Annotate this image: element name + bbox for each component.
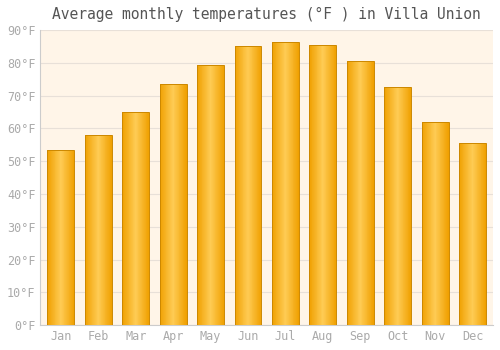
Bar (422, 122, 448, 325)
Title: Average monthly temperatures (°F ) in Villa Union: Average monthly temperatures (°F ) in Vi… (52, 7, 481, 22)
Bar (310, 45, 336, 325)
Bar (122, 112, 149, 325)
Bar (347, 61, 374, 325)
Bar (234, 47, 262, 325)
Bar (459, 143, 486, 325)
Bar (384, 88, 411, 325)
Bar (197, 64, 224, 325)
Bar (160, 84, 186, 325)
Bar (48, 150, 74, 325)
Bar (272, 42, 299, 325)
Bar (85, 135, 112, 325)
